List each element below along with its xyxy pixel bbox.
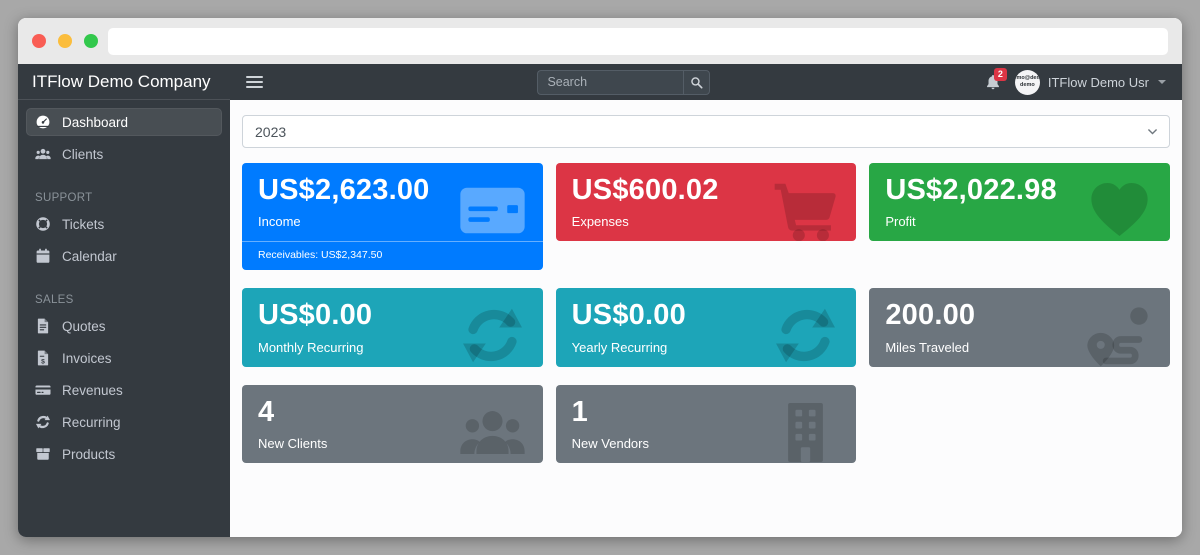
card-new-vendors: 1 New Vendors xyxy=(555,384,857,464)
sidebar-item-label: Tickets xyxy=(62,216,105,232)
sidebar-item-products[interactable]: Products xyxy=(26,440,222,468)
sidebar-item-tickets[interactable]: Tickets xyxy=(26,210,222,238)
sidebar-item-quotes[interactable]: Quotes xyxy=(26,312,222,340)
user-name: ITFlow Demo Usr xyxy=(1047,74,1149,90)
close-button[interactable] xyxy=(32,34,46,48)
sidebar-item-clients[interactable]: Clients xyxy=(26,140,222,168)
card-label: New Vendors xyxy=(571,436,649,452)
card-monthly-recurring: US$0.00 Monthly Recurring xyxy=(242,288,543,367)
sidebar-nav: Dashboard Clients SUPPORT Tickets Calend… xyxy=(18,100,230,480)
search-icon xyxy=(690,76,703,89)
card-row: US$2,623.00 Income Receivables: US$2,347… xyxy=(242,163,1170,271)
card-body: US$2,623.00 Income xyxy=(242,163,543,241)
card-value: US$2,623.00 xyxy=(258,174,430,206)
avatar-text: demo xyxy=(1020,82,1035,88)
card-label: Income xyxy=(258,214,301,230)
card-body: US$600.02 Expenses xyxy=(556,163,857,241)
sidebar-item-label: Products xyxy=(62,446,116,462)
card-row: US$0.00 Monthly Recurring US$0.00 Yearly… xyxy=(242,288,1170,367)
card-body: US$2,022.98 Profit xyxy=(869,163,1170,241)
card-label: Miles Traveled xyxy=(885,339,970,355)
sidebar-item-label: Dashboard xyxy=(62,114,129,130)
card-body: 200.00 Miles Traveled xyxy=(869,288,1170,366)
sidebar-item-label: Recurring xyxy=(62,414,121,430)
url-bar[interactable] xyxy=(108,27,1168,55)
sidebar-item-revenues[interactable]: Revenues xyxy=(26,376,222,404)
zoom-button[interactable] xyxy=(84,34,98,48)
search-input[interactable] xyxy=(537,69,684,95)
life-ring-icon xyxy=(35,216,51,232)
card-value: US$600.02 xyxy=(571,174,719,206)
caret-down-icon xyxy=(1158,80,1166,84)
card-value: 4 xyxy=(258,395,275,428)
card-value: US$0.00 xyxy=(571,299,686,332)
sidebar-item-dashboard[interactable]: Dashboard xyxy=(26,108,222,136)
sidebar: ITFlow Demo Company Dashboard Clients SU… xyxy=(18,64,230,537)
minimize-button[interactable] xyxy=(58,34,72,48)
search-button[interactable] xyxy=(683,69,711,95)
browser-chrome xyxy=(18,18,1182,64)
sidebar-item-label: Invoices xyxy=(62,350,112,366)
calendar-icon xyxy=(35,248,51,264)
sidebar-section-sales: SALES xyxy=(35,294,74,306)
card-label: Yearly Recurring xyxy=(571,339,668,355)
hamburger-icon[interactable] xyxy=(246,74,263,90)
sidebar-item-label: Clients xyxy=(62,146,104,162)
tachometer-icon xyxy=(35,114,51,130)
card-body: US$0.00 Monthly Recurring xyxy=(242,288,543,366)
card-row: 4 New Clients 1 New Vendors xyxy=(242,384,1170,464)
navbar-right: 2 demo@demo demo ITFlow Demo Usr xyxy=(985,67,1166,95)
card-label: Profit xyxy=(885,214,916,230)
credit-card-icon xyxy=(35,382,51,398)
sidebar-item-invoices[interactable]: Invoices xyxy=(26,344,222,372)
card-body: 1 New Vendors xyxy=(556,385,857,463)
main-column: 2 demo@demo demo ITFlow Demo Usr xyxy=(230,64,1182,537)
card-profit: US$2,022.98 Profit xyxy=(869,163,1170,242)
sidebar-item-recurring[interactable]: Recurring xyxy=(26,408,222,436)
top-navbar: 2 demo@demo demo ITFlow Demo Usr xyxy=(230,64,1182,100)
dashboard-content: 2023 US$2,623.00 Income Receivables: US$… xyxy=(230,100,1182,537)
card-expenses: US$600.02 Expenses xyxy=(555,163,857,242)
card-value: US$2,022.98 xyxy=(885,174,1057,206)
year-select[interactable]: 2023 xyxy=(242,115,1170,148)
notification-badge: 2 xyxy=(993,67,1007,81)
file-invoice-dollar-icon xyxy=(35,350,51,366)
sidebar-item-label: Quotes xyxy=(62,318,106,334)
notifications-button[interactable]: 2 xyxy=(985,67,1007,91)
year-filter-wrap: 2023 xyxy=(242,115,1170,148)
window-controls xyxy=(32,34,98,48)
file-icon xyxy=(35,318,51,334)
sync-icon xyxy=(35,414,51,430)
sidebar-item-calendar[interactable]: Calendar xyxy=(26,242,222,270)
user-menu[interactable]: demo@demo demo ITFlow Demo Usr xyxy=(1014,69,1166,95)
avatar: demo@demo demo xyxy=(1014,69,1040,95)
card-body: 4 New Clients xyxy=(242,385,543,463)
card-new-clients: 4 New Clients xyxy=(242,384,543,464)
sidebar-section-support: SUPPORT xyxy=(35,192,93,204)
box-icon xyxy=(35,446,51,462)
card-value: US$0.00 xyxy=(258,299,373,332)
sidebar-item-label: Calendar xyxy=(62,248,117,264)
card-income: US$2,623.00 Income Receivables: US$2,347… xyxy=(242,163,543,271)
sidebar-item-label: Revenues xyxy=(62,382,123,398)
users-icon xyxy=(35,146,51,162)
card-label: New Clients xyxy=(258,436,328,452)
search-group xyxy=(537,69,711,95)
stat-cards: US$2,623.00 Income Receivables: US$2,347… xyxy=(242,163,1170,464)
card-yearly-recurring: US$0.00 Yearly Recurring xyxy=(555,288,857,367)
card-label: Monthly Recurring xyxy=(258,339,364,355)
browser-window: ITFlow Demo Company Dashboard Clients SU… xyxy=(18,18,1182,537)
avatar-text: demo@demo xyxy=(1015,74,1040,81)
brand[interactable]: ITFlow Demo Company xyxy=(18,64,230,100)
card-body: US$0.00 Yearly Recurring xyxy=(556,288,857,366)
app-shell: ITFlow Demo Company Dashboard Clients SU… xyxy=(18,64,1182,537)
card-value: 1 xyxy=(571,395,588,428)
card-miles-traveled: 200.00 Miles Traveled xyxy=(869,288,1170,367)
card-value: 200.00 xyxy=(885,299,976,332)
card-label: Expenses xyxy=(571,214,629,230)
card-footer: Receivables: US$2,347.50 xyxy=(242,241,543,270)
